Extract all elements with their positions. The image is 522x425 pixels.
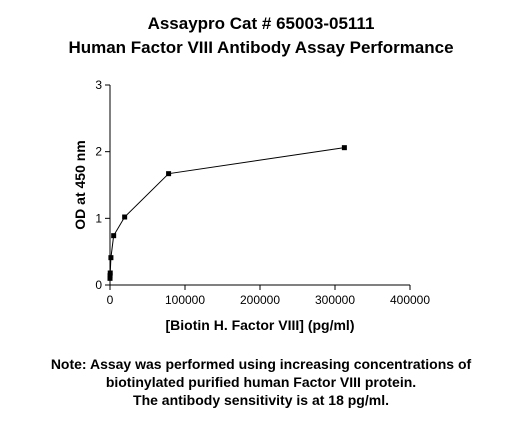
point [107,270,113,276]
point [341,145,347,151]
chart-title: Assaypro Cat # 65003-05111 [148,14,375,33]
x-tick-label: 100000 [165,293,205,307]
y-tick-label: 1 [95,211,102,225]
y-tick-label: 3 [95,78,102,92]
note: The antibody sensitivity is at 18 pg/ml. [133,392,389,408]
point [122,214,128,220]
y-axis-title: OD at 450 nm [72,140,88,229]
y-tick-label: 2 [95,145,102,159]
point [107,275,113,281]
y-tick-label: 0 [95,278,102,292]
x-tick-label: 200000 [240,293,280,307]
note: biotinylated purified human Factor VIII … [106,374,416,390]
note: Note: Assay was performed using increasi… [51,356,472,372]
x-tick-label: 400000 [390,293,430,307]
chart-subtitle: Human Factor VIII Antibody Assay Perform… [68,38,453,57]
point [107,273,113,279]
point [111,233,117,239]
x-tick-label: 300000 [315,293,355,307]
point [166,171,172,177]
x-tick-label: 0 [107,293,114,307]
point [108,255,114,261]
x-axis-title: [Biotin H. Factor VIII] (pg/ml) [166,317,355,333]
line [109,147,345,279]
